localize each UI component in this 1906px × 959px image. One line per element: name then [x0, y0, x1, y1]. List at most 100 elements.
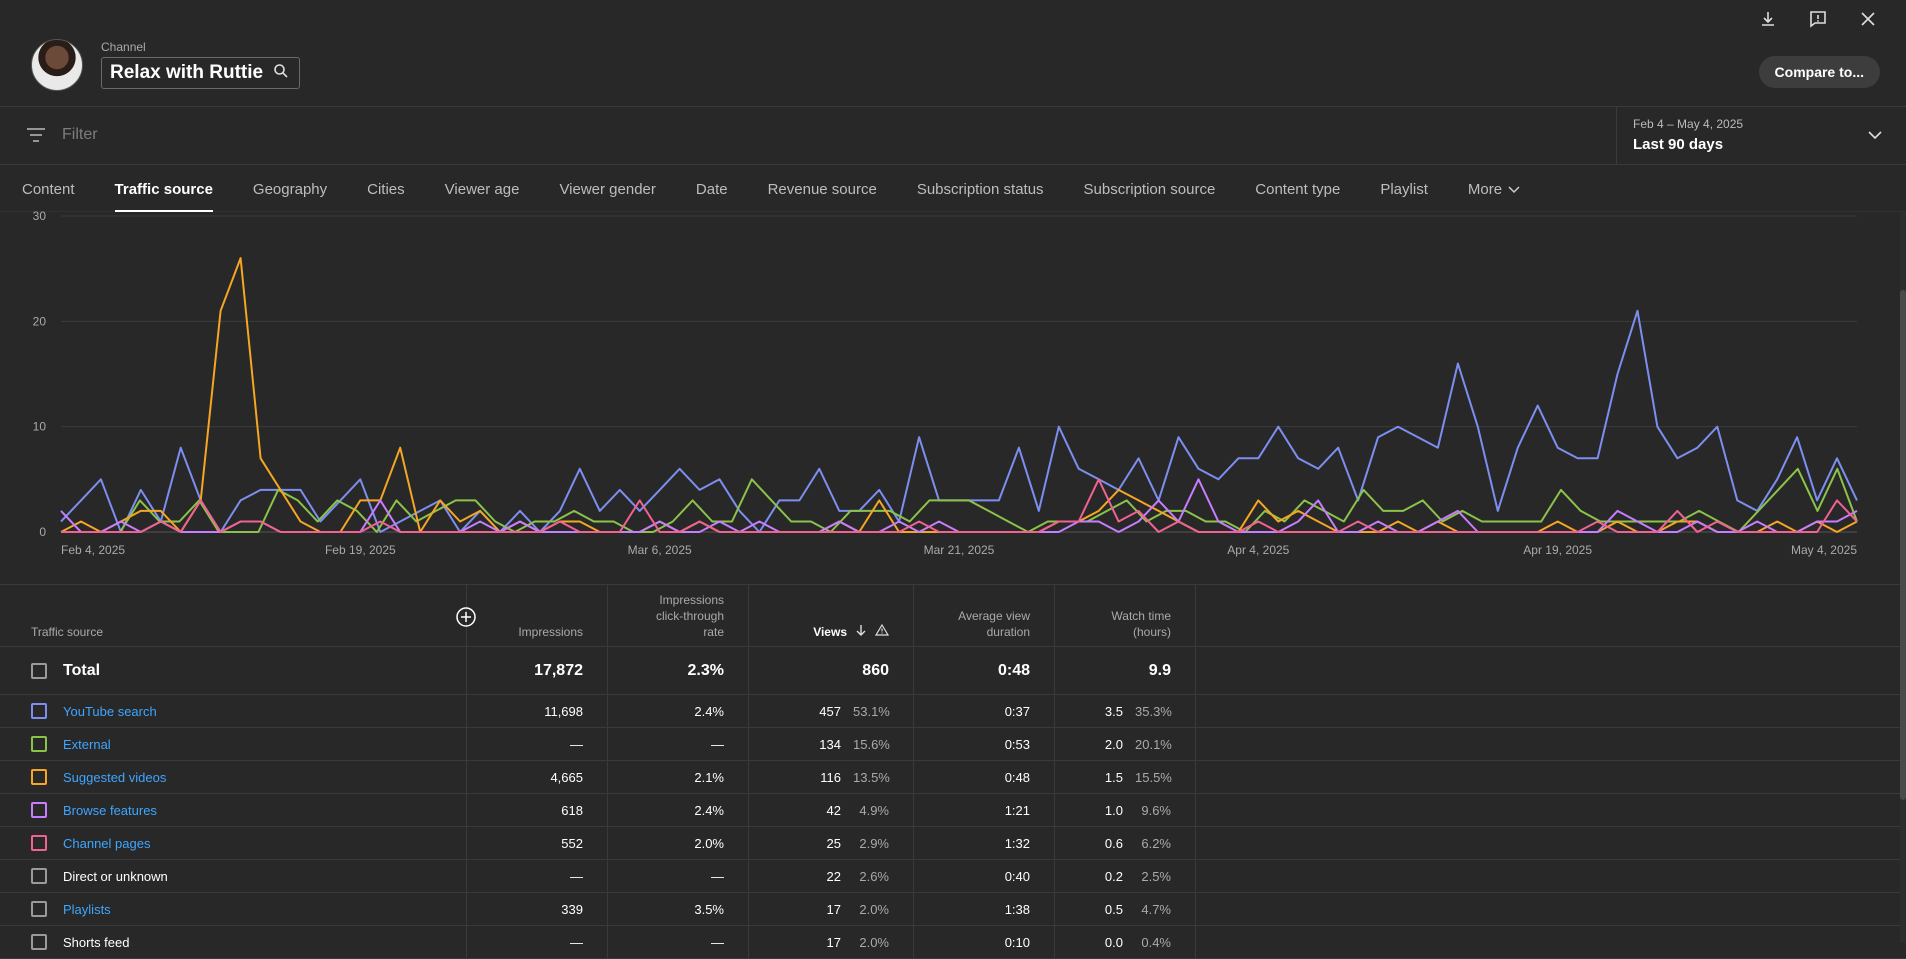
ctr-cell: 2.0% — [608, 827, 749, 859]
impressions-cell: 339 — [467, 893, 608, 925]
checkbox[interactable] — [31, 934, 47, 950]
impressions-cell: 618 — [467, 794, 608, 826]
traffic-source-name[interactable]: Browse features — [63, 802, 157, 818]
tab-subscription-source[interactable]: Subscription source — [1084, 166, 1216, 212]
header-traffic-source[interactable]: Traffic source — [0, 585, 467, 647]
tab-revenue-source[interactable]: Revenue source — [768, 166, 877, 212]
checkbox[interactable] — [31, 868, 47, 884]
tab-more[interactable]: More — [1468, 166, 1520, 212]
tab-label: Traffic source — [114, 180, 213, 198]
channel-avatar[interactable] — [31, 39, 83, 91]
views-cell: 457 53.1% — [749, 695, 914, 727]
tab-content[interactable]: Content — [22, 166, 75, 212]
avg-duration-cell: 1:32 — [914, 827, 1055, 859]
scrollbar-thumb[interactable] — [1900, 290, 1906, 800]
x-tick-label: Apr 19, 2025 — [1523, 543, 1592, 557]
date-period-text: Last 90 days — [1633, 136, 1724, 153]
channel-selector[interactable]: Relax with Ruttie — [101, 57, 301, 89]
close-icon[interactable] — [1854, 8, 1882, 30]
series-line-external — [61, 467, 1858, 533]
header-views[interactable]: Views — [749, 585, 914, 647]
tab-subscription-status[interactable]: Subscription status — [917, 166, 1044, 212]
tab-date[interactable]: Date — [696, 166, 728, 212]
chevron-down-icon — [1508, 181, 1520, 198]
x-tick-label: Apr 4, 2025 — [1227, 543, 1289, 557]
checkbox[interactable] — [31, 736, 47, 752]
traffic-source-name: Shorts feed — [63, 934, 130, 950]
impressions-cell: — — [467, 728, 608, 760]
checkbox[interactable] — [31, 802, 47, 818]
traffic-source-table: Traffic source Impressions Impressions c… — [0, 584, 1906, 959]
watch-time-percent: 2.5% — [1141, 868, 1171, 884]
views-value: 17 — [826, 934, 841, 950]
watch-time-cell: 1.5 15.5% — [1055, 761, 1196, 793]
total-label: Total — [63, 661, 101, 679]
tab-cities[interactable]: Cities — [367, 166, 405, 212]
traffic-source-name[interactable]: YouTube search — [63, 703, 157, 719]
sort-down-icon — [855, 624, 867, 640]
filter-input[interactable]: Filter — [62, 126, 98, 143]
tab-geography[interactable]: Geography — [253, 166, 327, 212]
table-row: Channel pages 552 2.0% 25 2.9% 1:32 0.6 6.2% — [0, 827, 1906, 860]
date-range-picker[interactable]: Feb 4 – May 4, 2025 Last 90 days — [1616, 107, 1906, 165]
watch-time-cell: 0.6 6.2% — [1055, 827, 1196, 859]
views-value: 17 — [826, 901, 841, 917]
tab-label: Content — [22, 180, 75, 198]
download-icon[interactable] — [1754, 8, 1782, 30]
tab-viewer-gender[interactable]: Viewer gender — [559, 166, 655, 212]
views-cell: 116 13.5% — [749, 761, 914, 793]
header-ctr[interactable]: Impressions click-through rate — [608, 585, 749, 647]
views-percent: 53.1% — [853, 703, 890, 719]
search-icon[interactable] — [273, 63, 289, 84]
traffic-source-name[interactable]: Playlists — [63, 901, 111, 917]
header-avg-duration[interactable]: Average view duration — [914, 585, 1055, 647]
traffic-source-name[interactable]: External — [63, 736, 111, 752]
avg-duration-cell: 0:53 — [914, 728, 1055, 760]
views-value: 22 — [826, 868, 841, 884]
traffic-source-name[interactable]: Suggested videos — [63, 769, 167, 785]
table-row: Playlists 339 3.5% 17 2.0% 1:38 0.5 4.7% — [0, 893, 1906, 926]
table-row: External — — 134 15.6% 0:53 2.0 20.1% — [0, 728, 1906, 761]
watch-time-value: 0.5 — [1104, 901, 1123, 917]
tab-label: Viewer gender — [559, 180, 656, 198]
checkbox[interactable] — [31, 769, 47, 785]
filter-icon[interactable] — [26, 127, 46, 148]
header-watch-time-label: Watch time (hours) — [1111, 609, 1171, 639]
views-value: 116 — [820, 769, 841, 785]
watch-time-value: 1.5 — [1104, 769, 1123, 785]
add-column-icon[interactable] — [455, 606, 477, 628]
watch-time-percent: 0.4% — [1141, 934, 1171, 950]
header-watch-time[interactable]: Watch time (hours) — [1055, 585, 1196, 647]
table-row: Browse features 618 2.4% 42 4.9% 1:21 1.0 9.6% — [0, 794, 1906, 827]
channel-name: Relax with Ruttie — [110, 62, 264, 83]
tab-viewer-age[interactable]: Viewer age — [445, 166, 520, 212]
tab-traffic-source[interactable]: Traffic source — [114, 166, 214, 212]
impressions-cell: — — [467, 926, 608, 958]
table-row: Direct or unknown — — 22 2.6% 0:40 0.2 2.5% — [0, 860, 1906, 893]
compare-button[interactable]: Compare to... — [1758, 56, 1880, 88]
header-views-label: Views — [813, 625, 847, 639]
checkbox[interactable] — [31, 835, 47, 851]
header-ctr-label: Impressions click-through rate — [655, 593, 724, 639]
header-impressions[interactable]: Impressions — [467, 585, 608, 647]
traffic-source-name[interactable]: Channel pages — [63, 835, 151, 851]
watch-time-cell: 0.2 2.5% — [1055, 860, 1196, 892]
chevron-down-icon — [1868, 127, 1882, 145]
checkbox[interactable] — [31, 703, 47, 719]
impressions-cell: 11,698 — [467, 695, 608, 727]
tab-content-type[interactable]: Content type — [1255, 166, 1340, 212]
views-percent: 4.9% — [859, 802, 889, 818]
checkbox[interactable] — [31, 901, 47, 917]
avg-duration-cell: 1:21 — [914, 794, 1055, 826]
warning-icon[interactable] — [874, 623, 890, 640]
table-row-total: Total 17,872 2.3% 860 0:48 9.9 — [0, 647, 1906, 695]
feedback-icon[interactable] — [1804, 8, 1832, 30]
watch-time-percent: 6.2% — [1141, 835, 1171, 851]
tab-playlist[interactable]: Playlist — [1380, 166, 1428, 212]
y-tick-label: 20 — [33, 314, 47, 328]
x-tick-label: May 4, 2025 — [1791, 543, 1857, 557]
watch-time-value: 0.0 — [1104, 934, 1123, 950]
checkbox[interactable] — [31, 662, 47, 679]
views-percent: 2.0% — [859, 934, 889, 950]
y-tick-label: 0 — [39, 525, 46, 539]
